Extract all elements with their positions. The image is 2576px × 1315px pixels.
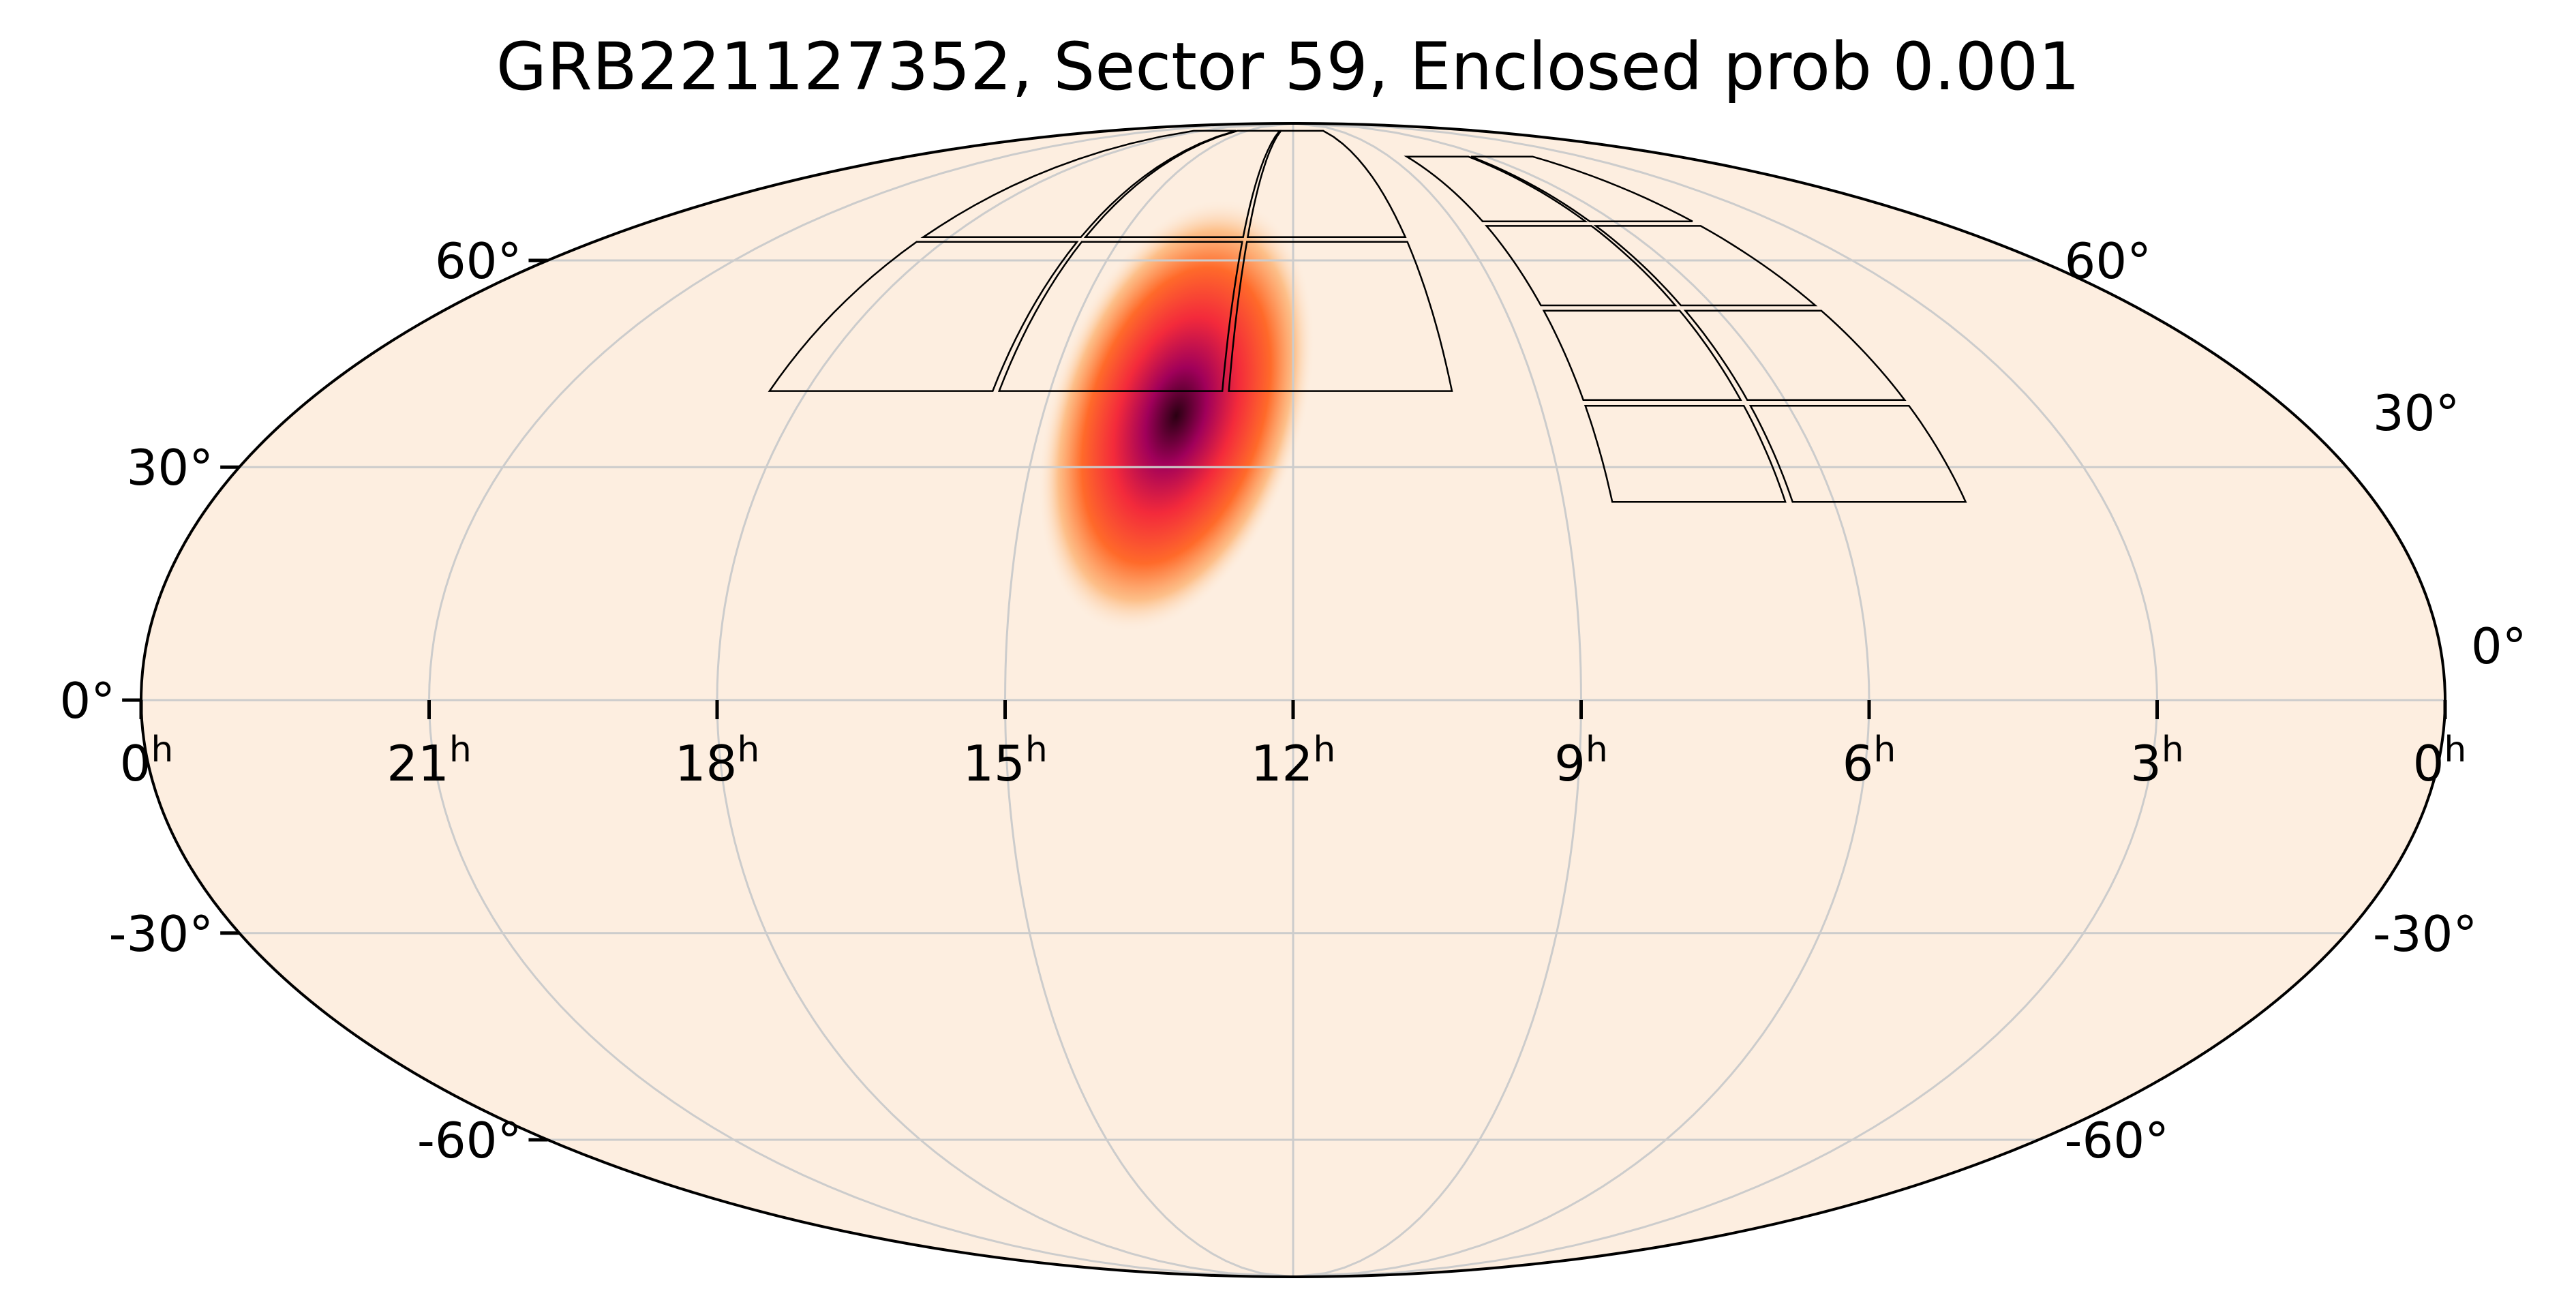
- ccd-outline: [1584, 404, 1787, 503]
- dec-tick-label-left: -60°: [417, 1112, 522, 1169]
- ccd-outline: [1683, 309, 1907, 401]
- ra-tick-label: 21h: [387, 729, 472, 792]
- dec-tick-label-left: 60°: [435, 232, 522, 290]
- ccd-outline: [1542, 309, 1742, 401]
- dec-tick-label-right: -60°: [2065, 1112, 2170, 1169]
- ra-tick-label: 3h: [2130, 729, 2184, 792]
- dec-tick-label-left: 30°: [127, 439, 214, 496]
- footprint-east-column: [1404, 155, 1967, 503]
- dec-tick-label-left: 0°: [59, 672, 115, 729]
- dec-tick-label-right: 60°: [2065, 232, 2152, 290]
- dec-tick-label-right: 0°: [2471, 618, 2527, 675]
- ra-tick-label: 0h: [2413, 729, 2467, 792]
- ccd-outline: [1748, 404, 1967, 503]
- ra-tick-label: 0h: [120, 729, 174, 792]
- chart-title: GRB221127352, Sector 59, Enclosed prob 0…: [496, 29, 2080, 105]
- dec-tick-label-right: -30°: [2373, 905, 2478, 963]
- ccd-outline: [1470, 155, 1693, 222]
- ra-tick-label: 18h: [675, 729, 760, 792]
- ccd-outline: [1404, 155, 1588, 222]
- ccd-outline: [920, 130, 1237, 239]
- ccd-outline: [997, 241, 1243, 392]
- ra-tick-label: 6h: [1843, 729, 1896, 792]
- ra-tick-label: 15h: [963, 729, 1048, 792]
- ccd-outline: [1246, 130, 1407, 239]
- footprint-west-cap: [768, 130, 1453, 392]
- ccd-outline: [1083, 130, 1282, 239]
- dec-tick-label-left: -30°: [109, 905, 214, 963]
- dec-tick-label-right: 30°: [2373, 384, 2460, 442]
- probability-blob: [1037, 198, 1315, 633]
- ccd-outline: [768, 241, 1079, 392]
- ra-tick-label: 12h: [1251, 729, 1336, 792]
- ccd-outline: [1593, 225, 1818, 307]
- ccd-outline: [1485, 225, 1678, 307]
- ra-tick-label: 9h: [1554, 729, 1608, 792]
- ccd-outline: [1228, 241, 1453, 392]
